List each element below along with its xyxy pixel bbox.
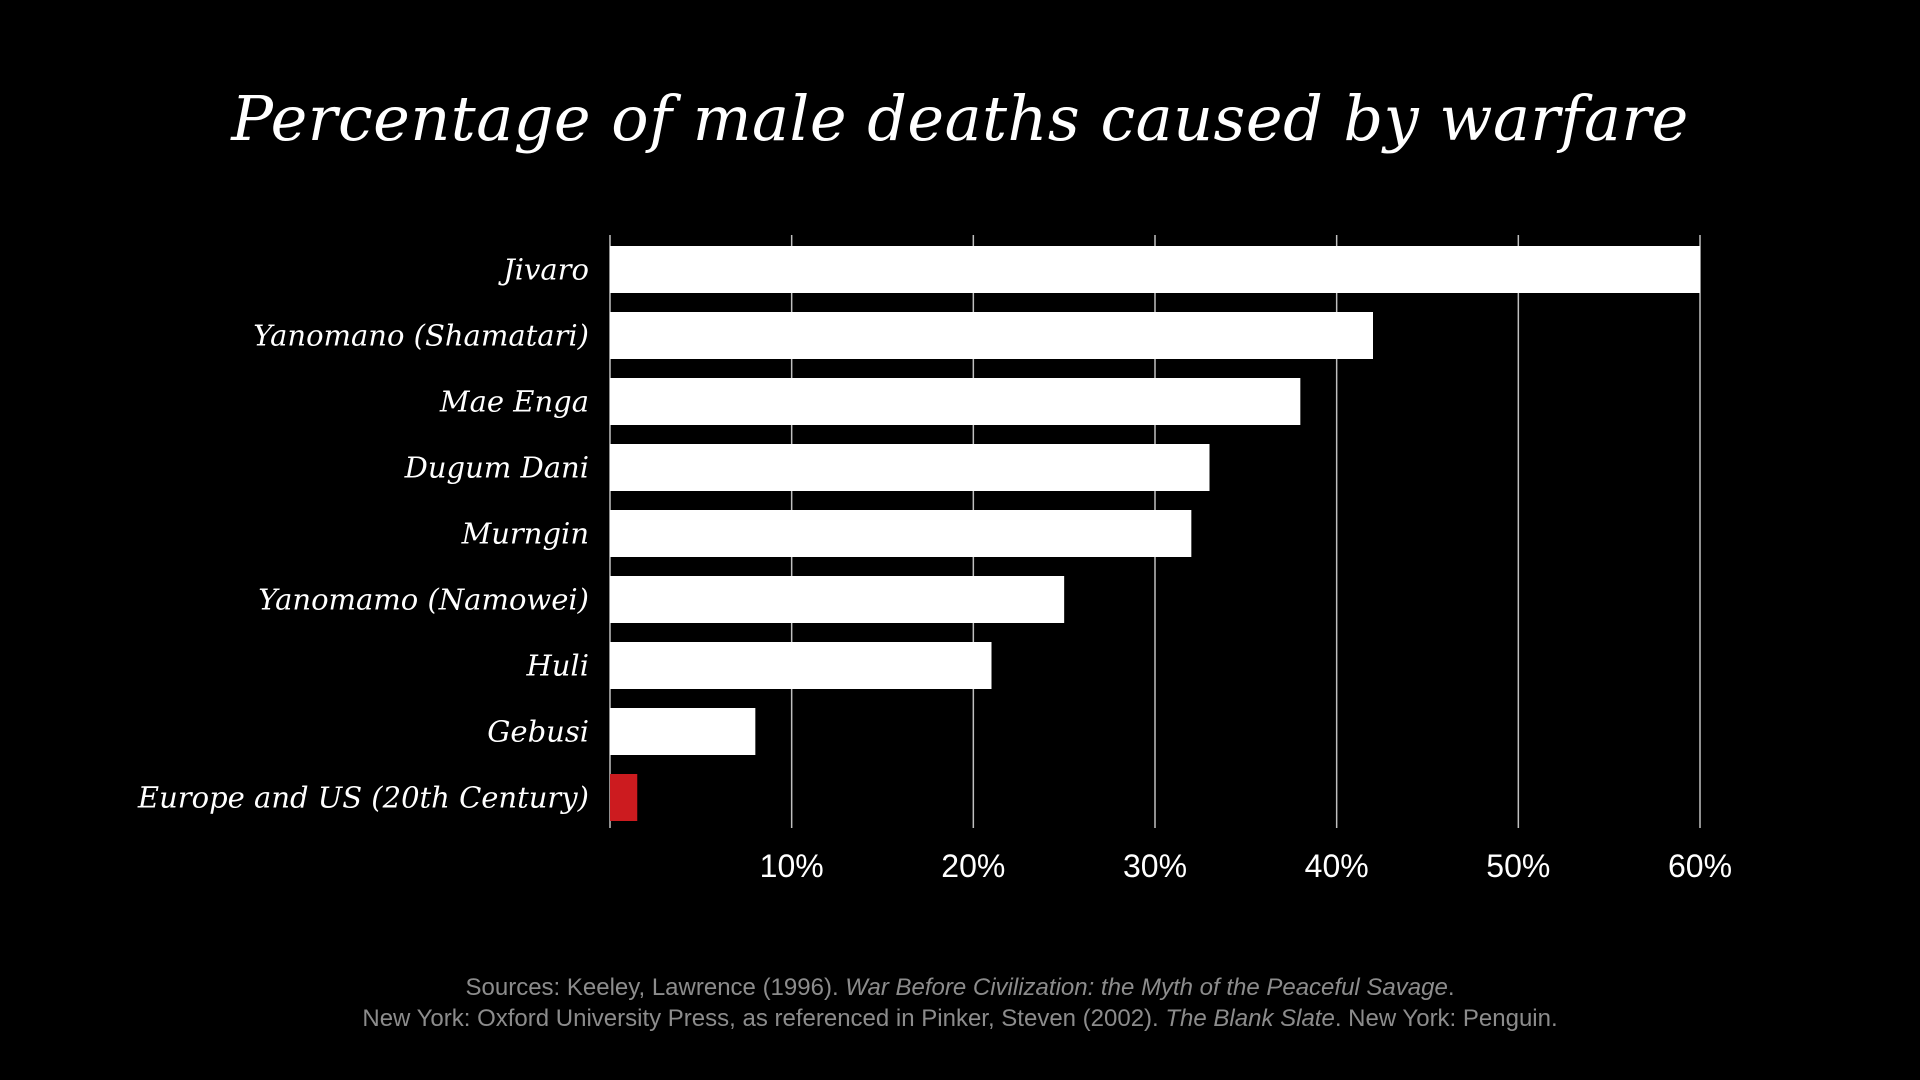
category-label: Murngin (461, 517, 589, 551)
sources-line-1-suffix: . (1447, 974, 1455, 1001)
x-tick-label: 60% (1668, 848, 1732, 884)
x-tick-label: 20% (941, 848, 1005, 884)
bar (610, 708, 756, 755)
sources-book-title-1: War Before Civilization: the Myth of the… (845, 974, 1448, 1001)
x-tick-label: 10% (760, 848, 824, 884)
bar (610, 576, 1065, 623)
x-axis-tick-labels: 10% 20% 30% 40% 50% 60% (760, 848, 1732, 884)
bars (610, 246, 1700, 821)
category-label: Dugum Dani (404, 451, 589, 485)
chart-title: Percentage of male deaths caused by warf… (231, 82, 1689, 155)
x-tick-label: 30% (1123, 848, 1187, 884)
x-tick-label: 40% (1305, 848, 1369, 884)
sources-line-1: Sources: Keeley, Lawrence (1996). War Be… (0, 972, 1920, 1003)
category-label: Gebusi (487, 715, 589, 749)
bar (610, 378, 1301, 425)
category-label: Jivaro (498, 253, 589, 287)
category-label: Huli (525, 649, 589, 683)
category-label: Yanomano (Shamatari) (253, 319, 589, 353)
sources-line-2-suffix: . New York: Penguin. (1334, 1005, 1558, 1032)
sources-line-1-prefix: Sources: Keeley, Lawrence (1996). (465, 974, 846, 1001)
category-label: Mae Enga (439, 385, 589, 419)
sources-line-2: New York: Oxford University Press, as re… (0, 1003, 1920, 1034)
x-tick-label: 50% (1486, 848, 1550, 884)
sources-book-title-2: The Blank Slate (1165, 1005, 1335, 1032)
bar (610, 774, 638, 821)
category-label: Europe and US (20th Century) (137, 781, 589, 815)
sources-note: Sources: Keeley, Lawrence (1996). War Be… (0, 972, 1920, 1034)
bar (610, 444, 1210, 491)
bar (610, 642, 992, 689)
sources-line-2-prefix: New York: Oxford University Press, as re… (362, 1005, 1166, 1032)
bar (610, 510, 1192, 557)
category-label: Yanomamo (Namowei) (258, 583, 589, 617)
bar (610, 246, 1700, 293)
category-labels: Jivaro Yanomano (Shamatari) Mae Enga Dugum … (137, 253, 589, 815)
bar (610, 312, 1373, 359)
